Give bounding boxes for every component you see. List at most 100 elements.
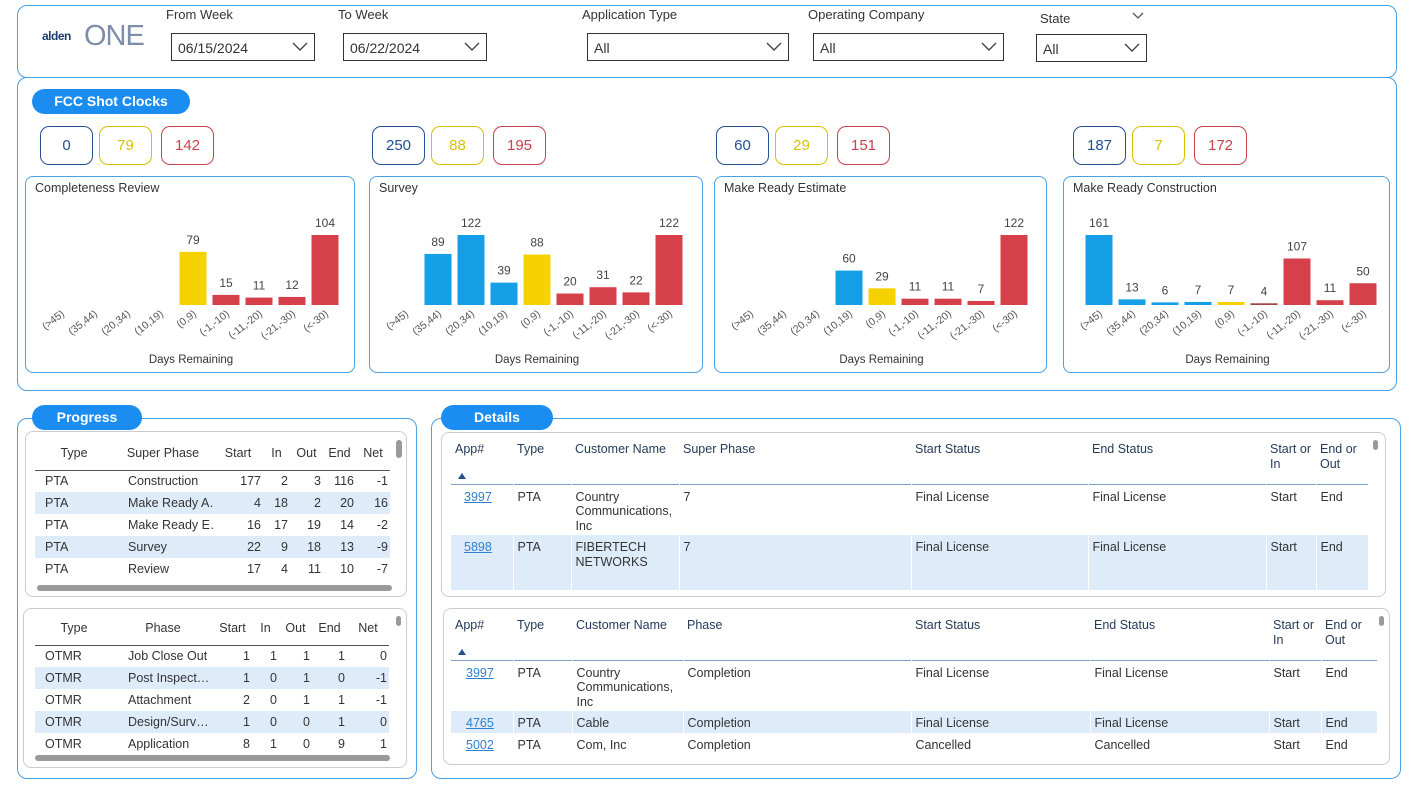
column-header[interactable]: End or Out	[1316, 442, 1368, 484]
cell-text: OTMR	[45, 649, 82, 664]
cell-text: Com, Inc	[576, 738, 627, 752]
table-cell: End	[1316, 484, 1369, 535]
column-header[interactable]: Super Phase	[679, 442, 911, 484]
cell-text: Final License	[915, 665, 990, 680]
value-label: 7	[978, 282, 985, 296]
app-link[interactable]: 3997	[466, 665, 494, 680]
cell-text: PTA	[517, 716, 541, 730]
cell-text: 116	[334, 474, 354, 489]
cell-text: Attachment	[128, 693, 192, 707]
x-tick-label: (0,9)	[174, 308, 198, 331]
cell-text: 1	[270, 737, 277, 751]
column-header[interactable]: Start or In	[1269, 618, 1321, 660]
column-header[interactable]: App#	[451, 442, 513, 484]
x-tick-label: (<-30)	[645, 308, 675, 335]
x-tick-label: (20,34)	[1137, 308, 1171, 338]
column-header[interactable]: End or Out	[1321, 618, 1377, 660]
cell-text: 7	[683, 489, 691, 504]
filter-dropdown[interactable]: 06/22/2024	[343, 33, 487, 61]
column-header[interactable]: Type	[35, 612, 113, 645]
value-label: 22	[629, 273, 643, 287]
header-text: Net	[363, 445, 383, 460]
column-header[interactable]: End Status	[1090, 618, 1269, 660]
app-link[interactable]: 3997	[464, 489, 492, 504]
filter-dropdown[interactable]: All	[813, 33, 1004, 61]
column-header[interactable]: Type	[35, 437, 113, 470]
column-header[interactable]: In	[263, 437, 290, 470]
bar	[1184, 301, 1212, 305]
bar	[1000, 235, 1028, 305]
cell-text: 0	[338, 671, 345, 685]
column-header[interactable]: Super Phase	[113, 437, 213, 470]
column-header[interactable]: End	[312, 612, 347, 645]
cell-text: 20	[340, 496, 354, 510]
filter-dropdown[interactable]: 06/15/2024	[171, 33, 315, 61]
table-cell: Final License	[911, 535, 1089, 590]
scrollbar[interactable]	[1373, 440, 1378, 450]
table-cell: 0	[279, 733, 312, 755]
column-header[interactable]: Phase	[113, 612, 213, 645]
column-header[interactable]: Out	[279, 612, 312, 645]
app-link[interactable]: 5002	[466, 738, 494, 752]
column-header[interactable]: Start Status	[911, 618, 1090, 660]
column-header[interactable]: End Status	[1088, 442, 1266, 484]
column-header[interactable]: Phase	[683, 618, 911, 660]
scrollbar[interactable]	[1379, 616, 1384, 626]
scrollbar[interactable]	[35, 755, 390, 761]
bar	[1349, 283, 1377, 305]
cell-text: PTA	[45, 518, 69, 532]
cell-text: 1	[303, 649, 310, 664]
filter-dropdown[interactable]: All	[1036, 34, 1147, 62]
table-cell: -2	[356, 514, 390, 536]
column-header[interactable]: App#	[451, 618, 513, 660]
chevron-path	[292, 42, 308, 51]
x-tick-label: (>45)	[729, 308, 756, 333]
table-cell: Attachment	[113, 689, 213, 711]
header-text: App#	[455, 618, 485, 632]
chevron-path	[1124, 43, 1140, 52]
cell-text: PTA	[517, 540, 541, 554]
cell-text: Completion	[687, 716, 751, 730]
chart-panel: Survey Days Remaining (>45) (35,44) 89 (20,34…	[369, 176, 703, 373]
table-row: OTMR Application 8 1 0 9 1	[35, 733, 389, 755]
column-header[interactable]: Net	[347, 612, 389, 645]
chevron-path	[464, 42, 480, 51]
cell-text: -9	[376, 540, 388, 554]
cell-text: 0	[380, 649, 387, 664]
filter-dropdown[interactable]: All	[587, 33, 789, 61]
column-header[interactable]: Out	[290, 437, 323, 470]
chevron	[464, 42, 480, 51]
bar	[1151, 302, 1179, 305]
app-link[interactable]: 4765	[466, 716, 494, 730]
column-header[interactable]: Start	[213, 612, 252, 645]
table-cell: PTA	[35, 470, 113, 492]
column-header[interactable]: Customer Name	[572, 618, 683, 660]
header-row: App# Type Customer Name Phase Start Status En…	[451, 618, 1377, 660]
header-text: End Status	[1094, 618, 1156, 632]
x-axis-label: Days Remaining	[1185, 354, 1269, 366]
table-cell: 18	[290, 536, 323, 558]
column-header[interactable]: In	[252, 612, 279, 645]
table-cell: -7	[356, 558, 390, 580]
table-cell: 1	[279, 667, 312, 689]
column-header[interactable]: Customer Name	[571, 442, 679, 484]
chart: Make Ready Construction Days Remaining (>4…	[1073, 181, 1377, 366]
table-cell: PTA	[35, 558, 113, 580]
table-cell: 1	[213, 711, 252, 733]
table-cell: 1	[213, 667, 252, 689]
column-header[interactable]: Start Status	[911, 442, 1088, 484]
scrollbar[interactable]	[37, 585, 392, 591]
column-header[interactable]: Type	[513, 442, 571, 484]
column-header[interactable]: End	[323, 437, 356, 470]
scrollbar[interactable]	[396, 440, 402, 458]
app-link[interactable]: 5898	[464, 540, 492, 554]
bar	[835, 270, 863, 305]
count-card: 187	[1073, 126, 1126, 165]
column-header[interactable]: Net	[356, 437, 390, 470]
table-row: OTMR Post Inspect… 1 0 1 0 -1	[35, 667, 389, 689]
column-header[interactable]: Start	[213, 437, 263, 470]
scrollbar[interactable]	[396, 616, 401, 626]
cell-text: Construction	[128, 474, 199, 489]
column-header[interactable]: Start or In	[1266, 442, 1316, 484]
column-header[interactable]: Type	[513, 618, 572, 660]
